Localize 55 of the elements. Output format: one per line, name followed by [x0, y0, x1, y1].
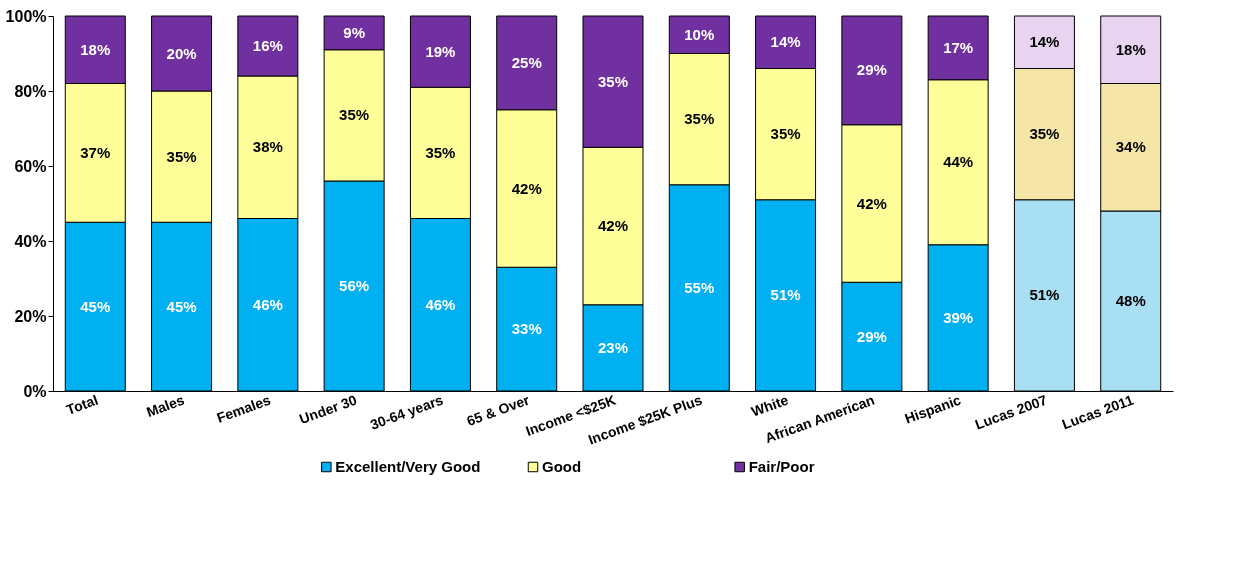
data-label: 35% — [339, 106, 370, 124]
data-label: 10% — [684, 25, 715, 43]
data-label: 35% — [684, 110, 715, 128]
data-label: 51% — [770, 286, 801, 304]
data-label: 42% — [511, 179, 542, 197]
data-label: 35% — [597, 72, 629, 90]
data-label: 19% — [425, 42, 456, 60]
x-tick-label: 30-64 years — [368, 391, 446, 433]
data-label: 34% — [1115, 138, 1146, 156]
data-label: 56% — [339, 277, 370, 294]
data-label: 35% — [770, 125, 801, 143]
data-label: 14% — [770, 33, 801, 51]
x-tick-label: Total — [64, 391, 101, 418]
data-label: 29% — [856, 61, 887, 79]
data-label: 18% — [80, 40, 111, 58]
x-tick-label: Males — [144, 391, 187, 420]
data-label: 39% — [943, 308, 974, 326]
y-tick-label: 0% — [23, 382, 47, 400]
x-tick-label: Lucas 2007 — [972, 391, 1050, 433]
data-label: 25% — [511, 53, 542, 71]
legend-label: Good — [542, 458, 582, 475]
y-tick-label: 100% — [5, 7, 47, 25]
y-tick-label: 80% — [14, 82, 47, 100]
data-label: 45% — [166, 297, 197, 315]
data-label: 18% — [1115, 40, 1146, 58]
data-label: 17% — [943, 38, 974, 56]
data-label: 42% — [597, 217, 629, 234]
data-label: 42% — [856, 194, 887, 212]
data-label: 20% — [166, 44, 197, 62]
data-label: 48% — [1115, 292, 1146, 309]
data-label: 46% — [252, 295, 283, 313]
data-label: 45% — [80, 297, 111, 315]
y-tick-label: 60% — [14, 157, 47, 175]
data-label: 35% — [166, 147, 197, 165]
data-label: 55% — [684, 278, 715, 296]
data-label: 35% — [425, 143, 456, 161]
data-label: 23% — [597, 338, 629, 356]
legend-label: Fair/Poor — [748, 458, 815, 475]
data-label: 14% — [1029, 33, 1060, 51]
data-label: 16% — [252, 37, 283, 54]
data-label: 35% — [1029, 125, 1060, 143]
x-tick-label: Under 30 — [297, 391, 360, 428]
data-label: 29% — [856, 327, 887, 345]
data-label: 51% — [1029, 286, 1060, 304]
data-label: 46% — [425, 295, 456, 313]
data-label: 33% — [511, 320, 542, 338]
legend-label: Excellent/Very Good — [335, 458, 481, 475]
y-tick-label: 20% — [14, 307, 47, 325]
data-label: 9% — [343, 23, 365, 41]
data-label: 38% — [252, 138, 283, 156]
x-tick-label: Lucas 2011 — [1059, 391, 1136, 433]
data-label: 44% — [943, 153, 974, 171]
data-label: 37% — [80, 143, 111, 161]
y-tick-label: 40% — [14, 232, 47, 250]
x-tick-label: White — [749, 391, 791, 420]
